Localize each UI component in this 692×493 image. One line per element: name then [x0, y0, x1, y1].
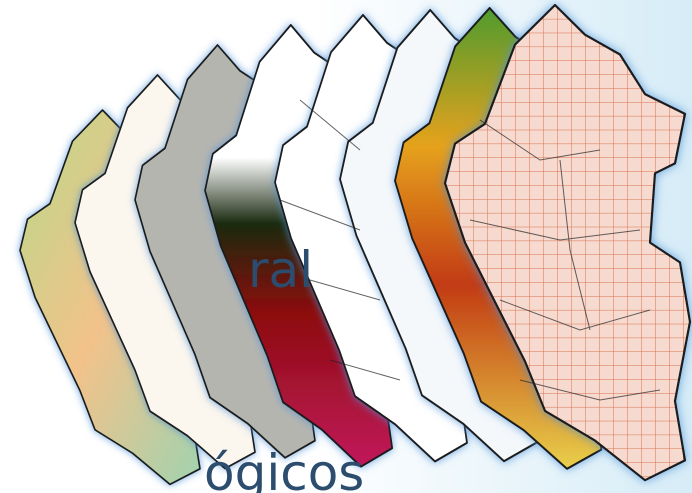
text-fragment: ral	[248, 241, 313, 299]
region-borders	[279, 99, 401, 381]
map-stack	[19, 3, 692, 486]
region-borders	[469, 119, 661, 401]
text-fragment: ógicos	[204, 444, 364, 493]
